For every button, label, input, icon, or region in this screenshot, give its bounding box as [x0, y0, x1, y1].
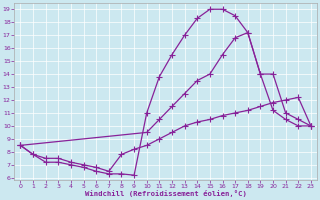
- X-axis label: Windchill (Refroidissement éolien,°C): Windchill (Refroidissement éolien,°C): [85, 190, 247, 197]
